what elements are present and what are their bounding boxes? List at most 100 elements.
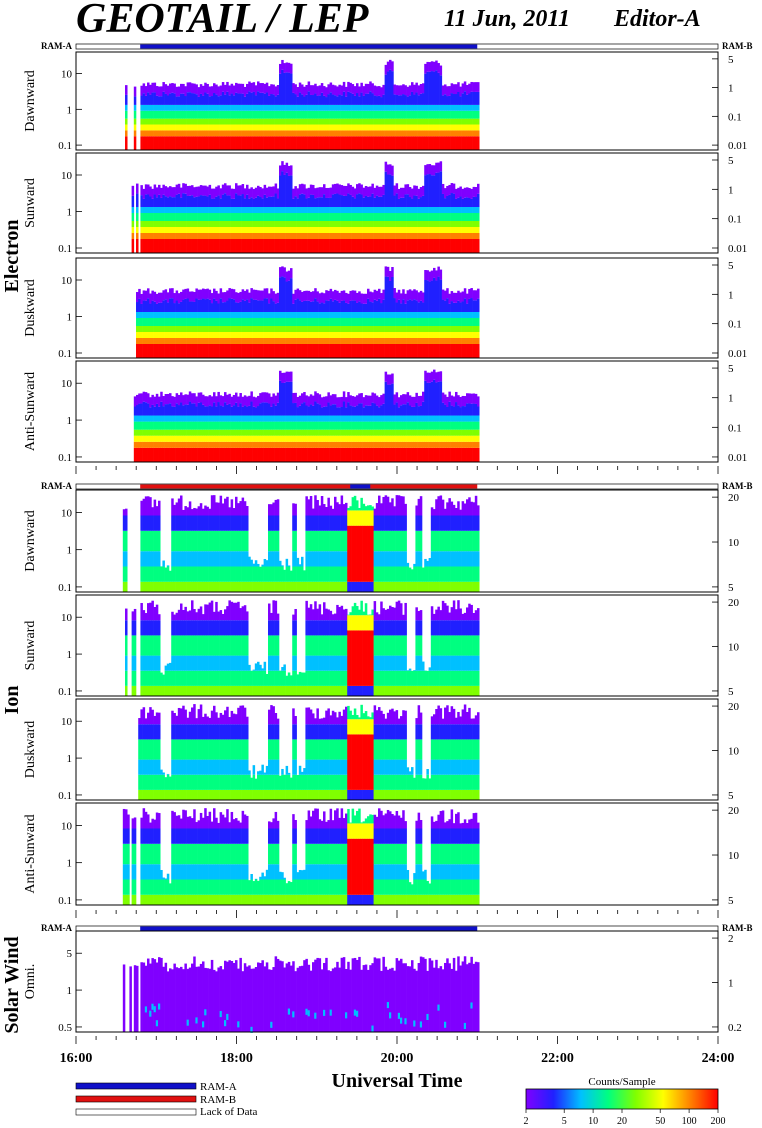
right-tick-label: 0.1	[728, 214, 742, 226]
ram-bar-electron: RAM-A RAM-B	[41, 41, 753, 51]
left-tick-label: 10	[61, 716, 73, 728]
panel-ion-duskward: 10 1 0.1 20 10 5 Duskward	[23, 698, 740, 802]
panel-label: Dawnward	[23, 510, 38, 571]
spectrogram	[122, 495, 480, 592]
x-tick-label: 18:00	[220, 1051, 253, 1066]
spectrogram	[125, 59, 480, 150]
colorbar-strip	[525, 1088, 719, 1110]
left-tick-label: 0.1	[58, 140, 72, 152]
panel-frame	[75, 257, 719, 359]
ram-label-left: RAM-A	[41, 41, 72, 51]
right-tick-label: 0.01	[728, 243, 747, 255]
left-tick-label: 10	[61, 69, 73, 81]
x-axis: 16:00 18:00 20:00 22:00 24:00	[60, 466, 734, 1066]
spectrogram	[125, 600, 480, 696]
right-tick-label: 5	[728, 363, 734, 375]
panel-ion-dawnward: 10 1 0.1 20 10 5 Dawnward	[23, 489, 740, 594]
right-tick-label: 5	[728, 790, 734, 802]
colorbar-tick-label: 50	[655, 1116, 665, 1127]
left-tick-label: 1	[67, 985, 73, 997]
right-tick-label: 20	[728, 701, 740, 713]
ram-label-right: RAM-B	[722, 481, 753, 491]
group-label-electron: Electron	[1, 220, 23, 293]
left-tick-label: 0.1	[58, 895, 72, 907]
legend-swatch-ram-a	[75, 1082, 197, 1090]
legend-label-ram-a: RAM-A	[200, 1081, 237, 1093]
ram-label-right: RAM-B	[722, 923, 753, 933]
right-tick-label: 20	[728, 492, 740, 504]
panel-frame	[75, 360, 719, 463]
left-tick-label: 10	[61, 507, 73, 519]
legend-swatch-ram-b	[75, 1095, 197, 1103]
ram-segment	[140, 484, 478, 489]
left-tick-label: 5	[67, 948, 73, 960]
spectrogram	[138, 704, 480, 800]
panel-frame	[75, 930, 719, 1033]
colorbar-tick-label: 5	[562, 1116, 567, 1127]
group-label-solar-wind: Solar Wind	[1, 936, 23, 1033]
legend-label-ram-b: RAM-B	[200, 1094, 236, 1106]
panel-label: Anti-Sunward	[23, 372, 38, 451]
colorbar-title: Counts/Sample	[588, 1076, 655, 1088]
left-tick-label: 10	[61, 275, 73, 287]
colorbar-tick-label: 100	[682, 1116, 697, 1127]
left-tick-label: 1	[67, 104, 73, 116]
left-tick-label: 1	[67, 753, 73, 765]
colorbar-tick-label: 2	[524, 1116, 529, 1127]
panel-frame	[75, 489, 719, 593]
right-tick-label: 1	[728, 978, 734, 990]
colorbar-tick-label: 10	[588, 1116, 598, 1127]
panel-label: Sunward	[23, 621, 38, 671]
spectrogram	[133, 369, 480, 462]
right-tick-label: 0.1	[728, 111, 742, 123]
right-tick-label: 0.01	[728, 348, 747, 360]
left-tick-label: 0.1	[58, 452, 72, 464]
left-tick-label: 1	[67, 545, 73, 557]
panel-electron-anti-sunward: 10 1 0.1 5 1 0.1 0.01 Anti-Sunward	[23, 360, 747, 464]
right-tick-label: 0.1	[728, 422, 742, 434]
panel-electron-dawnward: 10 1 0.1 5 1 0.1 0.01 Dawnward	[23, 51, 747, 152]
left-tick-label: 10	[61, 378, 73, 390]
legend-label-lack: Lack of Data	[200, 1106, 258, 1118]
left-tick-label: 0.1	[58, 348, 72, 360]
panel-ion-anti-sunward: 10 1 0.1 20 10 5 Anti-Sunward	[23, 802, 740, 907]
panel-ion-sunward: 10 1 0.1 20 10 5 Sunward	[23, 594, 740, 698]
x-tick-label: 16:00	[60, 1051, 93, 1066]
ram-label-left: RAM-A	[41, 481, 72, 491]
panel-frame	[75, 51, 719, 151]
right-tick-label: 1	[728, 393, 734, 405]
right-tick-label: 5	[728, 260, 734, 272]
right-tick-label: 0.1	[728, 319, 742, 331]
left-tick-label: 10	[61, 170, 73, 182]
ram-label-left: RAM-A	[41, 923, 72, 933]
panel-frame	[75, 594, 719, 697]
right-tick-label: 5	[728, 686, 734, 698]
legend-swatch-lack	[75, 1108, 197, 1116]
panel-frame	[75, 802, 719, 906]
ram-segment	[140, 44, 478, 49]
left-tick-label: 0.1	[58, 582, 72, 594]
figure-date: 11 Jun, 2011	[444, 6, 570, 32]
panel-electron-sunward: 10 1 0.1 5 1 0.1 0.01 Sunward	[23, 152, 747, 255]
right-tick-label: 1	[728, 289, 734, 301]
right-tick-label: 20	[728, 805, 740, 817]
panel-label: Anti-Sunward	[23, 814, 38, 893]
left-tick-label: 1	[67, 858, 73, 870]
right-tick-label: 1	[728, 184, 734, 196]
panel-electron-duskward: 10 1 0.1 5 1 0.1 0.01 Duskward	[23, 257, 747, 360]
right-tick-label: 10	[728, 746, 740, 758]
left-tick-label: 0.5	[58, 1022, 72, 1034]
panel-label: Sunward	[23, 178, 38, 228]
left-tick-label: 10	[61, 612, 73, 624]
right-tick-label: 5	[728, 54, 734, 66]
right-tick-label: 10	[728, 850, 740, 862]
panel-label: Duskward	[23, 279, 38, 337]
left-tick-label: 0.1	[58, 790, 72, 802]
right-tick-label: 5	[728, 582, 734, 594]
right-tick-label: 0.01	[728, 140, 747, 152]
left-tick-label: 0.1	[58, 686, 72, 698]
colorbar-ticks: 2 5 10 20 50 100 200	[524, 1109, 726, 1127]
right-tick-label: 20	[728, 597, 740, 609]
ram-bar-ion: RAM-A RAM-B	[41, 481, 753, 491]
